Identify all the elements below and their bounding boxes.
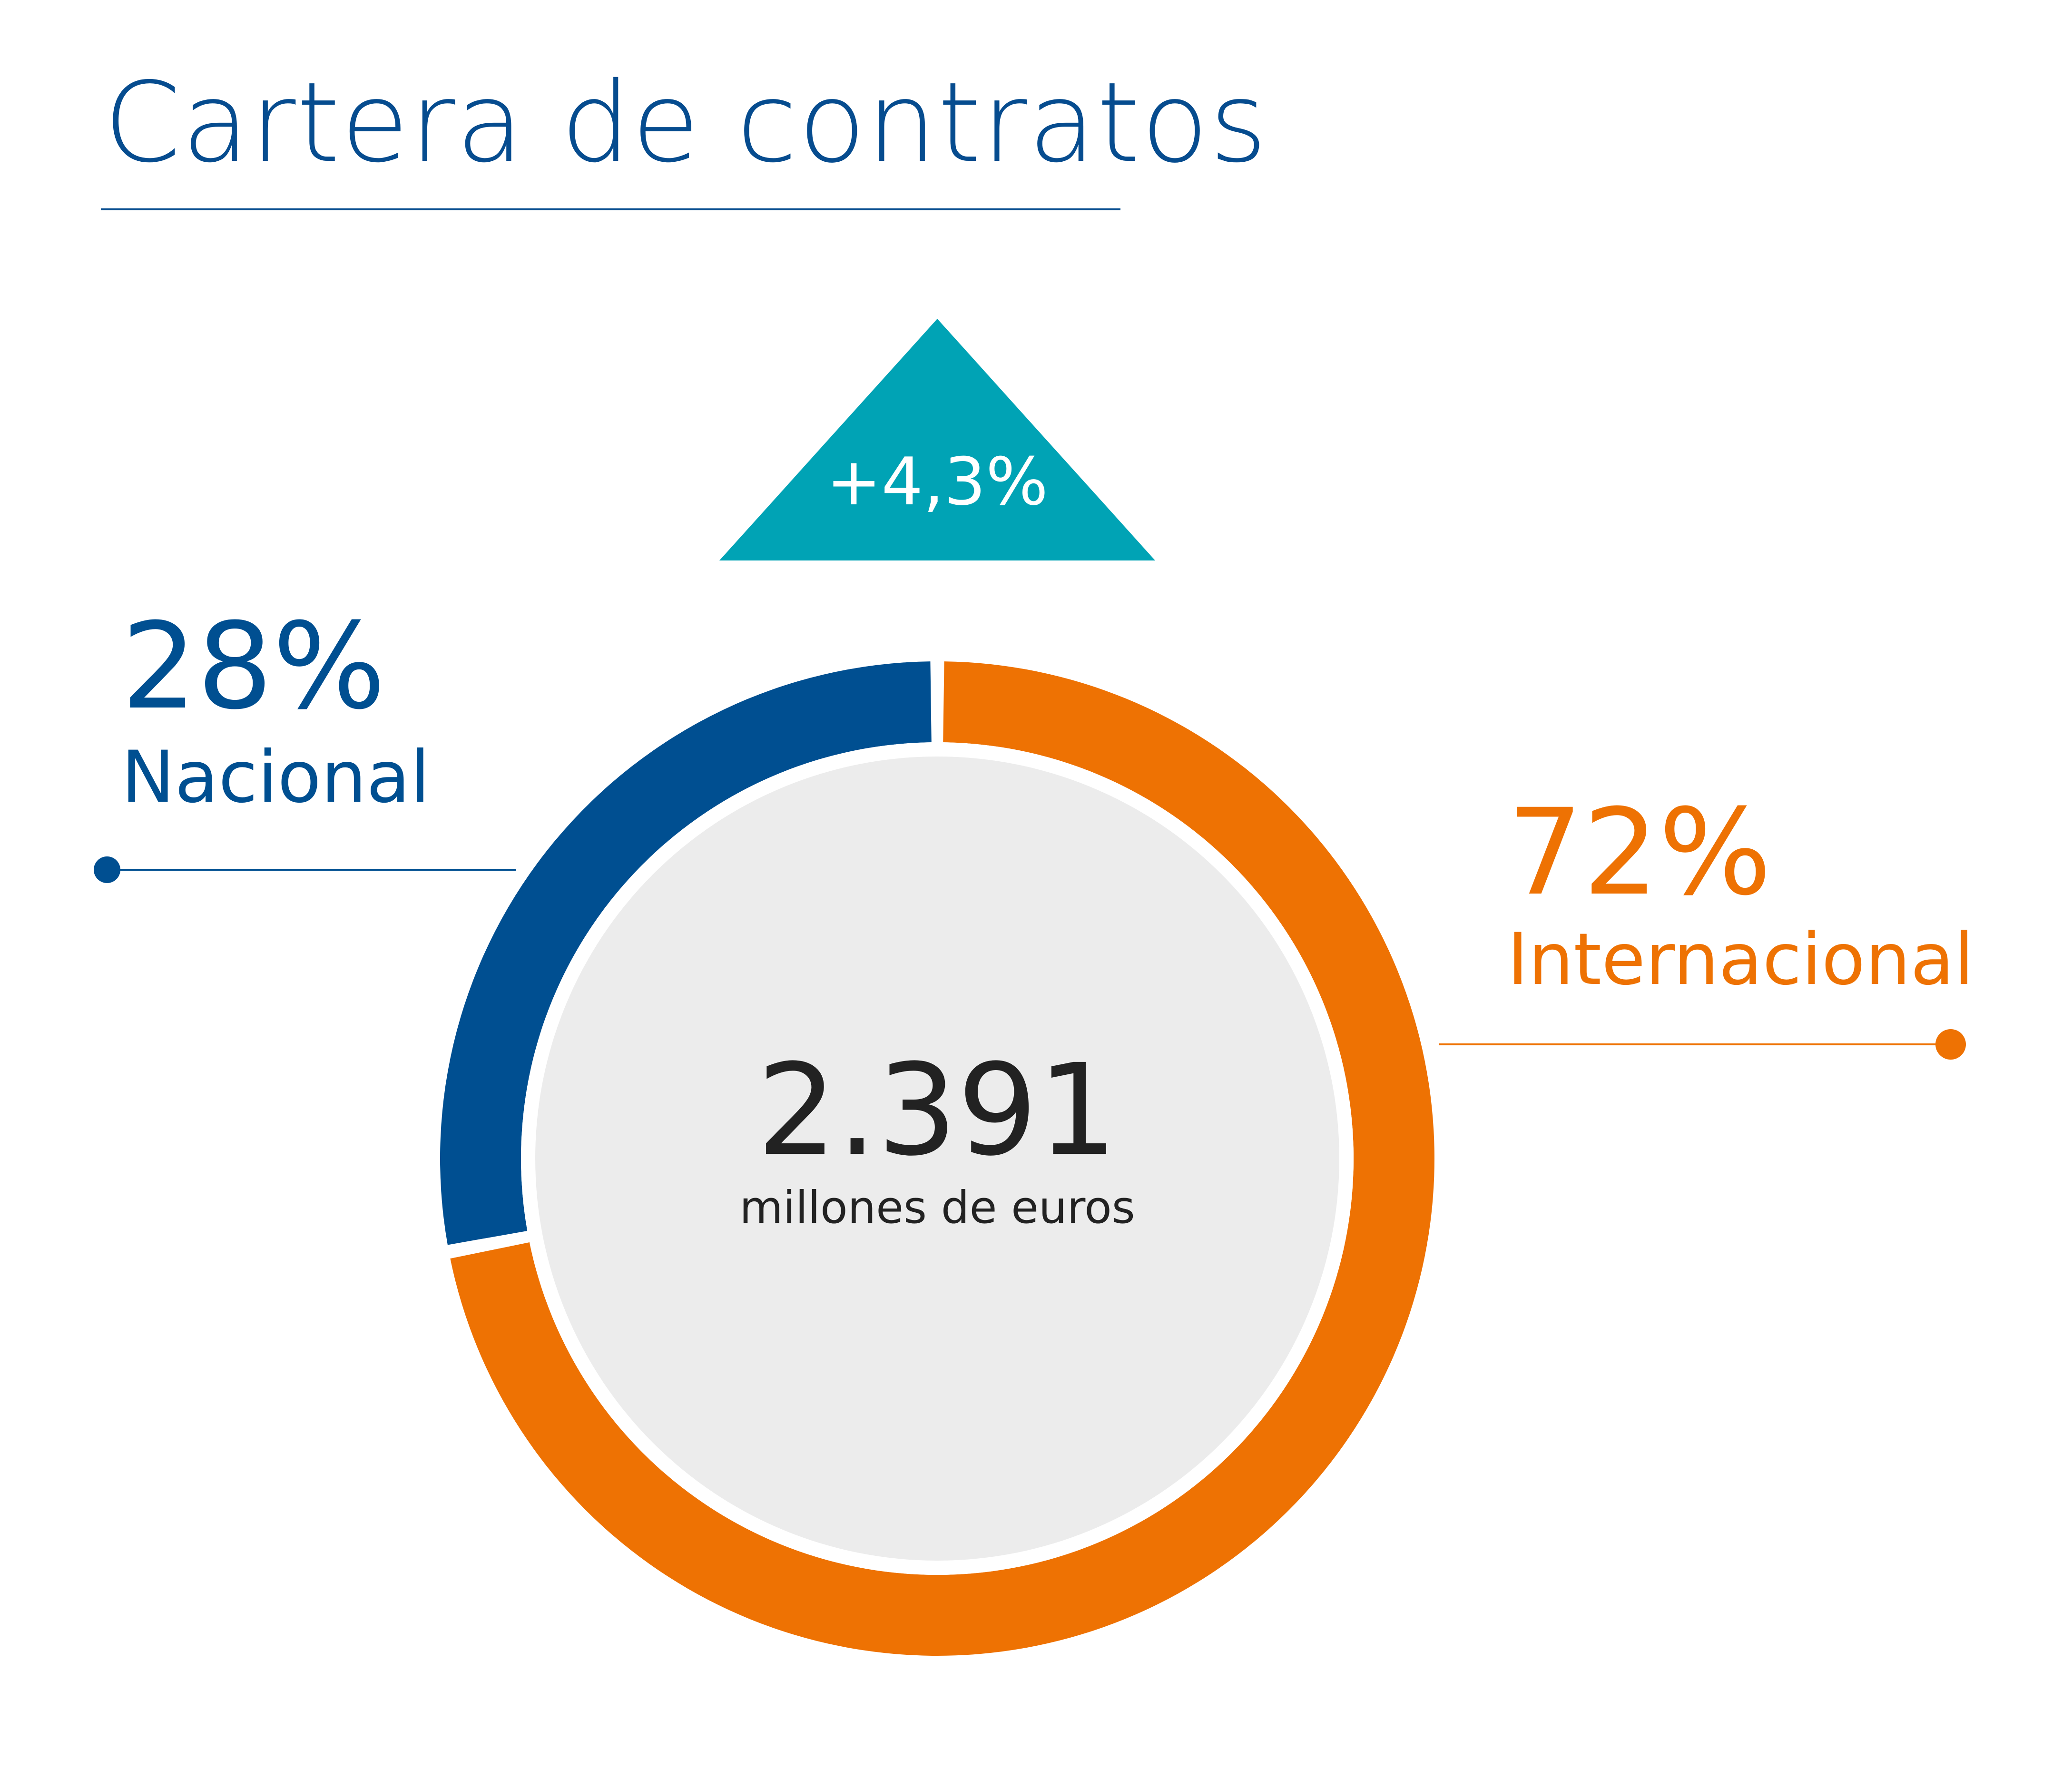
change-badge-text: +4,3% [826, 443, 1048, 520]
data-label-internacional-percent: 72% [1507, 783, 1772, 922]
total-unit-label: millones de euros [739, 1182, 1135, 1234]
inner-circle [535, 757, 1339, 1561]
legend-label-internacional: Internacional [1507, 918, 1974, 1001]
leader-dot-nacional [94, 856, 120, 883]
change-triangle-icon [719, 319, 1155, 560]
leader-dot-internacional [1935, 1029, 1966, 1060]
data-label-nacional-percent: 28% [121, 597, 386, 736]
total-value: 2.391 [757, 1037, 1118, 1184]
donut-segment-nacional [440, 661, 932, 1245]
legend-label-nacional: Nacional [121, 736, 430, 819]
chart-title: Cartera de contratos [104, 59, 1268, 187]
